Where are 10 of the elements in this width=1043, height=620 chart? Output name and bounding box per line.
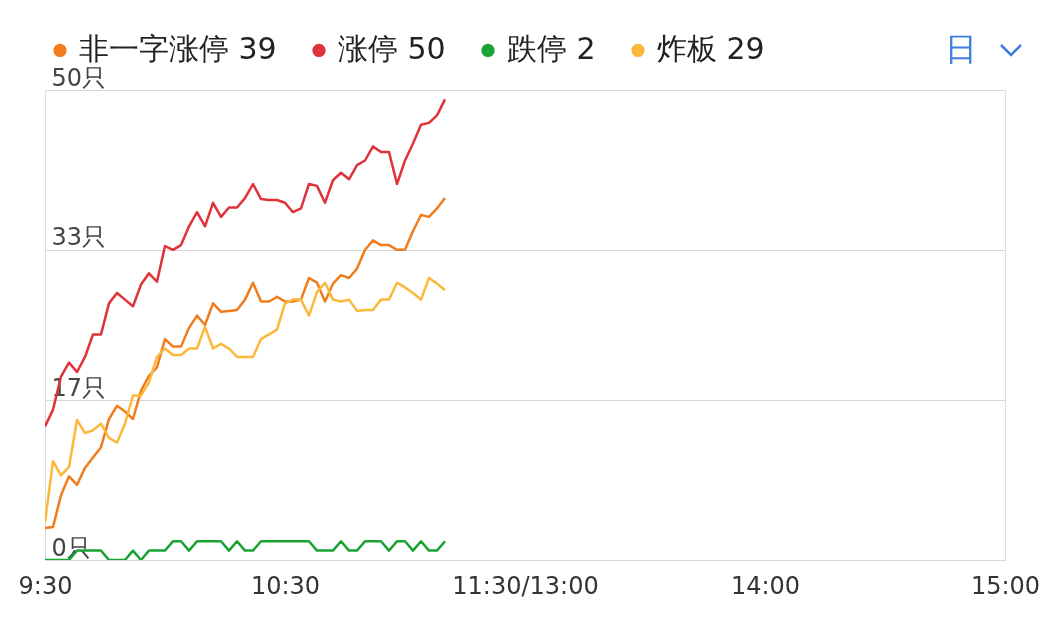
x-tick-label: 10:30 bbox=[250, 571, 321, 600]
x-tick-label: 14:00 bbox=[730, 571, 801, 600]
x-tick-label: 15:00 bbox=[970, 571, 1041, 600]
legend-label: 跌停 2 bbox=[507, 31, 596, 67]
y-tick-label: 33只 bbox=[51, 223, 107, 252]
x-tick-label: 9:30 bbox=[18, 571, 73, 600]
text: 日 bbox=[945, 29, 977, 70]
x-tick-label: 11:30/13:00 bbox=[452, 571, 599, 600]
legend-label: 炸板 29 bbox=[657, 31, 765, 67]
legend-label: 涨停 50 bbox=[338, 31, 446, 67]
